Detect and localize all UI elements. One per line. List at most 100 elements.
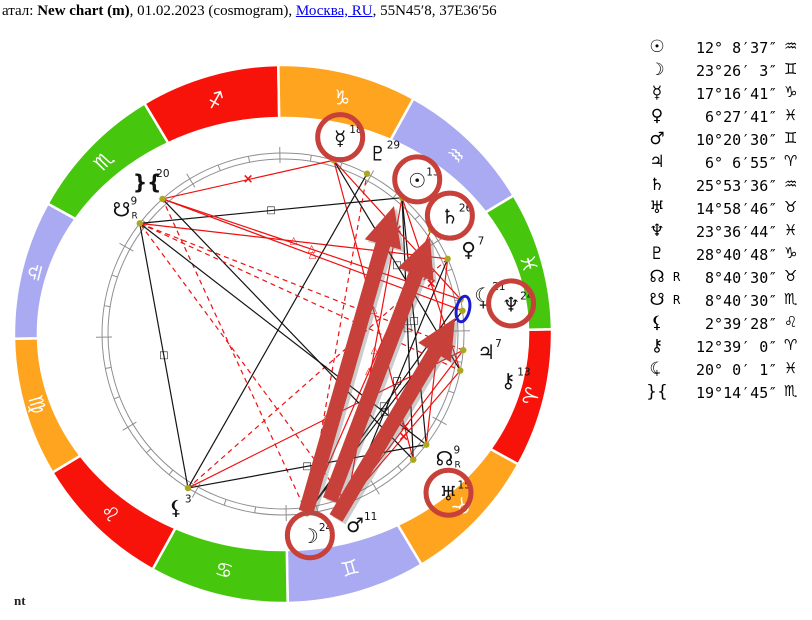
position-row-lilith: ⚸ 2°39′28″ ♌ [640,312,812,335]
sign-glyph-aries: ♈ [784,152,798,170]
position-row-sun: ☉ 12° 8′37″ ♒ [640,36,812,59]
chart-title: New chart (m) [37,3,130,19]
sun-degrees: 12° 8′37″ [696,39,778,57]
mars-glyph: ♂ [649,129,665,149]
position-row-venus: ♀ 6°27′41″ ♓ [640,105,812,128]
position-row-moon: ☽ 23°26′ 3″ ♊ [640,59,812,82]
annotation-arrow-3 [329,318,455,522]
selena-degrees: 20° 0′ 1″ [696,361,778,379]
annotation-arrow-1 [298,206,402,515]
south-node-wheel-glyph: ☋ [113,197,131,221]
aspect-marker: △ [365,366,373,377]
saturn-glyph: ♄ [649,175,665,195]
chiron-degree-label: 13 [517,366,530,378]
mercury-degrees: 17°16′41″ [696,85,778,103]
annotation-ellipse [454,294,472,324]
wheel-planet-lilith: ⚸ 3 [169,494,192,520]
zodiac-ring: ♈♉♊♋♌♍♎♏♐ ♑♒♓ [12,63,554,605]
aspect-marker: □ [159,350,168,361]
proserpina-degrees: 19°14′45″ [696,384,778,402]
venus-degree-label: 7 [478,235,485,247]
aspect-180-pluto-lilith [187,173,368,489]
annotation-circle-neptune [486,278,537,329]
north-node-wheel-glyph: ☊ [436,447,454,471]
proserpina-degree-label: 20 [156,168,169,180]
footer-text: nt [14,593,26,608]
jupiter-wheel-glyph: ♃ [477,340,495,364]
saturn-wheel-glyph: ♄ [441,205,459,229]
aspect-marker: △ [371,345,379,356]
sign-glyph-capricorn: ♑ [784,244,798,262]
selena-glyph: ☾ + [649,359,665,379]
annotation-circle-saturn [424,190,475,241]
position-row-saturn: ♄ 25°53′36″ ♒ [640,174,812,197]
moon-degrees: 23°26′ 3″ [696,62,778,80]
lilith-degrees: 2°39′28″ [696,315,778,333]
saturn-degrees: 25°53′36″ [696,177,778,195]
uranus-dot [410,456,417,463]
sun-glyph: ☉ [649,37,665,57]
proserpina-wheel-glyph: }{ [133,170,161,194]
proserpina-dot [159,195,166,203]
annotation-circle-sun [392,154,443,205]
position-row-jupiter: ♃ 6° 6′55″ ♈ [640,151,812,174]
mercury-wheel-glyph: ☿ [334,126,346,150]
venus-glyph: ♀ [650,106,664,126]
sign-glyph-gemini: ♊ [784,60,798,78]
pluto-degrees: 28°40′48″ [696,246,778,264]
aspect-marker: □ [393,376,402,387]
pluto-dot [363,170,371,177]
aspect-180-uranus-proserpina [162,198,414,461]
jupiter-dot [460,346,467,354]
aspect-marker: □ [302,461,311,472]
wheel-planet-pluto: ♇ 29 [369,139,400,165]
aspect-marker: △ [370,304,378,315]
chart-header-prefix: атал: [2,3,38,19]
mars-degree-label: 11 [364,511,377,523]
south-node-dot [136,220,143,227]
wheel-planet-sun: ☉ 13 [408,166,439,192]
aspect-marker: △ [309,249,317,260]
planet-glyphs: ☉ 13☽ 24☿ 18♀ 7♂ 11♃ 7♄ 26♅ 15♆ 24♇ 29☊ 9R☋ 9R⚸ 3⚷ 13☾… [113,124,534,548]
lilith-glyph: ⚸ [650,313,664,333]
retrograde-flag: R [673,270,681,284]
sign-glyph-pisces: ♓ [784,221,798,239]
annotation-arrow-2 [323,237,434,503]
aspect-marker: □ [403,323,412,334]
chiron-dot [457,367,464,374]
pluto-glyph: ♇ [649,244,665,264]
south-node-degree-label: 9 [131,195,138,207]
position-row-proserpina: }{19°14′45″ ♏ [640,381,812,404]
north-node-retrograde-label: R [454,461,460,471]
moon-wheel-glyph: ☽ [301,524,319,548]
position-row-chiron: ⚷ 12°39′ 0″ ♈ [640,335,812,358]
chart-header-date: , 01.02.2023 (cosmogram), [129,3,296,19]
aspect-150-mars-south-node [139,223,348,504]
ring-sign-glyph-sagittarius: ♐ [204,86,228,114]
sign-glyph-taurus: ♉ [784,267,798,285]
planet-positions-table: ☉ 12° 8′37″ ♒ ☽ 23°26′ 3″ ♊ ☿ 17°16′41″ ♑ ♀ 6°27′… [640,36,812,404]
wheel-planet-mars: ♂ 11 [346,511,377,537]
sun-wheel-glyph: ☉ [408,168,426,192]
venus-degrees: 6°27′41″ [696,108,778,126]
annotation-circle-uranus [423,467,474,518]
aspect-90-sun-uranus [401,197,414,460]
wheel-planet-south-node: ☋ 9 R [113,195,138,221]
wheel-planet-venus: ♀ 7 [461,235,484,261]
sign-glyph-capricorn: ♑ [784,83,798,101]
position-row-pluto: ♇ 28°40′48″ ♑ [640,243,812,266]
location-link[interactable]: Москва, RU [295,3,373,19]
ring-sign-glyph-cancer: ♋ [213,556,236,584]
wheel-planet-north-node: ☊ 9 R [436,445,461,471]
lilith-wheel-glyph: ⚸ [169,496,184,520]
ring-sign-glyph-pisces: ♓ [515,252,543,276]
mars-degrees: 10°20′30″ [696,131,778,149]
lilith-dot [184,484,192,492]
neptune-degrees: 23°36′44″ [696,223,778,241]
pluto-wheel-glyph: ♇ [369,141,387,165]
sign-glyph-pisces: ♓ [784,106,798,124]
moon-glyph: ☽ [649,60,665,80]
wheel-planet-proserpina: }{20 [133,168,170,194]
pluto-degree-label: 29 [387,139,400,151]
